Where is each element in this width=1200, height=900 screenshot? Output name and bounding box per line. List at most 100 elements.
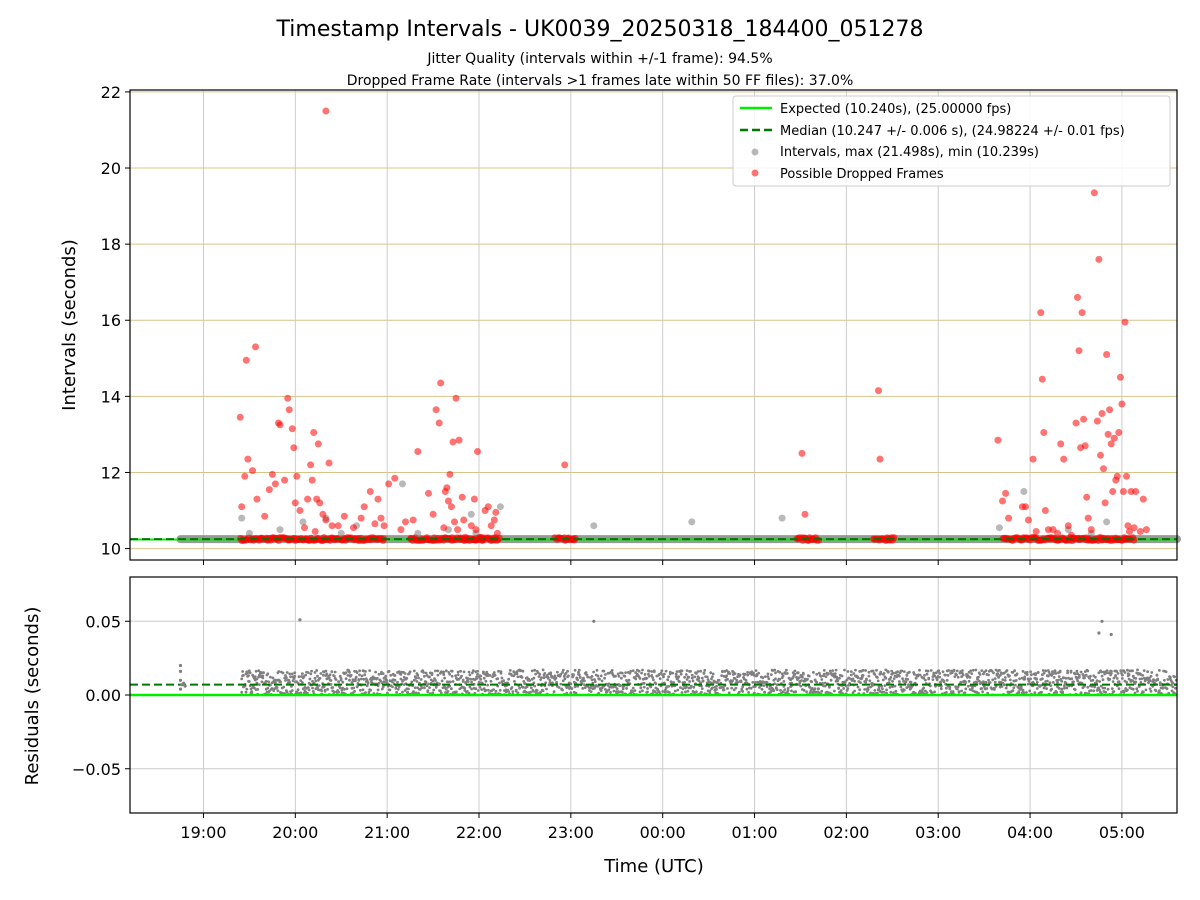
- residual-point: [699, 681, 702, 685]
- residual-point: [690, 673, 694, 677]
- residual-point: [403, 689, 407, 692]
- residual-point: [538, 672, 542, 676]
- intervals-y-ticks: 10 12 14 16 18 20 22: [101, 83, 130, 559]
- residual-point: [619, 684, 622, 687]
- residual-point: [561, 679, 565, 683]
- residual-point: [1173, 675, 1176, 679]
- residual-point: [1060, 687, 1064, 691]
- residual-point: [1091, 678, 1095, 682]
- residual-point: [646, 690, 649, 694]
- residual-point: [298, 618, 302, 622]
- residual-point: [1126, 688, 1129, 692]
- residual-point: [399, 677, 403, 681]
- residual-point: [680, 691, 684, 694]
- intervals-y-tick-label: 10: [101, 540, 121, 559]
- residual-point: [543, 672, 547, 675]
- dropped-frame-point: [377, 514, 385, 522]
- intervals-y-tick-label: 18: [101, 235, 121, 254]
- x-tick-label: 20:00: [272, 823, 318, 842]
- residual-point: [768, 687, 771, 691]
- residual-point: [592, 670, 595, 674]
- residual-point: [1134, 680, 1138, 684]
- residual-point: [291, 679, 295, 683]
- residual-point: [998, 674, 1002, 677]
- residual-point: [327, 676, 331, 680]
- legend-intervals-swatch: [751, 148, 759, 156]
- residual-point: [731, 679, 734, 683]
- residual-point: [304, 673, 308, 677]
- residual-point: [971, 686, 974, 690]
- dropped-frame-point: [446, 470, 454, 478]
- residual-point: [1017, 691, 1021, 695]
- residual-point: [679, 686, 682, 689]
- residual-point: [934, 671, 938, 675]
- residual-point: [593, 680, 597, 683]
- residual-point: [1108, 677, 1112, 681]
- residual-point: [607, 682, 611, 686]
- residual-point: [590, 678, 594, 682]
- residual-point: [684, 673, 688, 676]
- residual-point: [833, 689, 836, 693]
- residual-point: [668, 672, 672, 676]
- residual-point: [808, 686, 812, 689]
- residual-point: [1106, 687, 1110, 691]
- residual-point: [660, 669, 664, 673]
- residual-point: [844, 680, 847, 684]
- residual-point: [856, 685, 860, 689]
- residual-point: [815, 680, 819, 684]
- dropped-frame-point: [1126, 528, 1133, 535]
- residual-point: [405, 676, 409, 680]
- residual-point: [393, 678, 397, 682]
- dropped-frame-point: [798, 449, 806, 457]
- residual-point: [576, 678, 580, 682]
- interval-point: [399, 480, 406, 488]
- residual-point: [867, 670, 871, 674]
- legend: Expected (10.240s), (25.00000 fps) Media…: [732, 95, 1171, 187]
- residual-point: [466, 690, 469, 693]
- dropped-frame-point: [1041, 507, 1049, 514]
- residual-point: [823, 684, 827, 688]
- residual-point: [891, 685, 894, 689]
- residual-point: [401, 690, 404, 694]
- residual-point: [1136, 689, 1139, 693]
- residual-point: [882, 672, 886, 675]
- residual-point: [817, 687, 820, 691]
- residual-point: [364, 670, 367, 673]
- residual-point: [709, 681, 713, 685]
- residual-point: [1171, 685, 1175, 689]
- dropped-frame-point: [414, 448, 422, 455]
- dropped-frame-point: [1067, 531, 1075, 539]
- residual-point: [877, 685, 881, 689]
- residual-point: [758, 686, 761, 689]
- residual-point: [1103, 686, 1107, 690]
- residual-point: [564, 672, 568, 675]
- residual-point: [839, 689, 843, 692]
- dropped-frame-point: [1109, 488, 1117, 495]
- residual-point: [561, 671, 564, 674]
- residual-point: [451, 680, 455, 683]
- residual-point: [1025, 670, 1029, 674]
- residual-point: [801, 671, 805, 675]
- residual-point: [570, 687, 574, 690]
- residual-point: [728, 672, 732, 675]
- residual-point: [498, 681, 501, 685]
- residual-point: [945, 686, 948, 690]
- dropped-frame-point: [815, 536, 823, 544]
- residual-point: [346, 674, 350, 677]
- dropped-frame-point: [1110, 434, 1118, 442]
- residual-point: [1049, 684, 1053, 687]
- residual-point: [468, 673, 472, 677]
- interval-point: [590, 522, 598, 530]
- residual-point: [391, 680, 394, 684]
- residual-point: [540, 676, 543, 679]
- residual-point: [961, 669, 964, 672]
- dropped-frame-point: [291, 499, 299, 507]
- residual-point: [240, 677, 244, 681]
- residual-point: [471, 671, 474, 675]
- residual-point: [610, 669, 614, 672]
- residual-point: [471, 669, 475, 673]
- residual-point: [389, 673, 393, 677]
- residual-point: [858, 688, 862, 692]
- residual-point: [659, 671, 663, 675]
- residual-point: [487, 688, 490, 692]
